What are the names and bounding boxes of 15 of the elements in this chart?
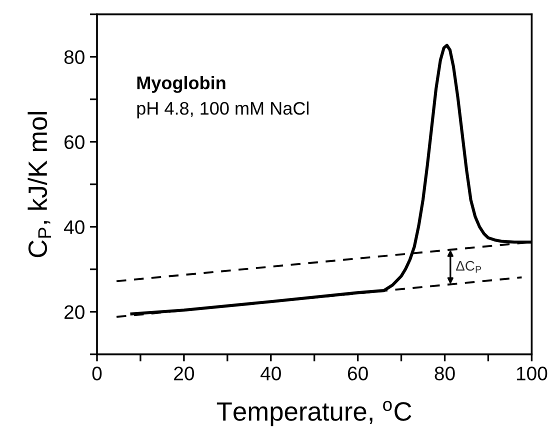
x-tick-label: 100 [516, 366, 548, 380]
y-axis-title: C$_{P}$, kJ/K mol [28, 112, 52, 258]
annotation: ΔC$_{P}$ [456, 260, 482, 273]
y-tick-label: 40 [64, 220, 84, 234]
x-tick-label: 80 [434, 366, 455, 380]
x-tick-label: 0 [92, 366, 102, 380]
y-tick-label: 80 [64, 50, 84, 64]
x-axis-title: Temperature, $^{o}$C [216, 400, 412, 426]
y-tick-label: 20 [64, 305, 84, 320]
y-tick-label: 60 [64, 135, 84, 150]
annotation: Myoglobin [137, 76, 226, 93]
annotation: pH 4.8, 100 mM NaCl [137, 102, 309, 118]
x-tick-label: 20 [174, 366, 194, 380]
x-tick-label: 40 [260, 366, 281, 380]
x-tick-label: 60 [348, 366, 368, 380]
